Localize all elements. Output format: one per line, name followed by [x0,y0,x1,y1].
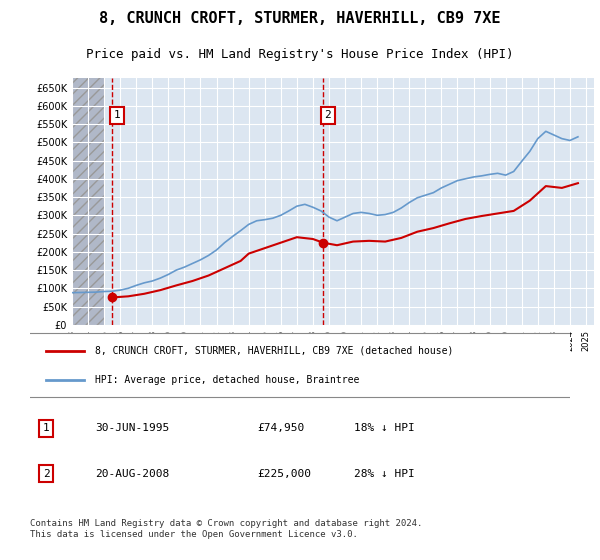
Text: 20-AUG-2008: 20-AUG-2008 [95,469,169,479]
Text: 8, CRUNCH CROFT, STURMER, HAVERHILL, CB9 7XE: 8, CRUNCH CROFT, STURMER, HAVERHILL, CB9… [99,11,501,26]
Text: 1: 1 [43,423,50,433]
Text: 18% ↓ HPI: 18% ↓ HPI [354,423,415,433]
Text: £225,000: £225,000 [257,469,311,479]
Text: Contains HM Land Registry data © Crown copyright and database right 2024.
This d: Contains HM Land Registry data © Crown c… [30,519,422,539]
Text: 8, CRUNCH CROFT, STURMER, HAVERHILL, CB9 7XE (detached house): 8, CRUNCH CROFT, STURMER, HAVERHILL, CB9… [95,346,453,356]
FancyBboxPatch shape [19,333,581,398]
Text: £74,950: £74,950 [257,423,304,433]
Text: HPI: Average price, detached house, Braintree: HPI: Average price, detached house, Brai… [95,375,359,385]
Bar [72,78,104,325]
Text: Price paid vs. HM Land Registry's House Price Index (HPI): Price paid vs. HM Land Registry's House … [86,48,514,61]
Text: 2: 2 [43,469,50,479]
Text: 1: 1 [113,110,121,120]
Text: 30-JUN-1995: 30-JUN-1995 [95,423,169,433]
Text: 2: 2 [325,110,331,120]
Text: 28% ↓ HPI: 28% ↓ HPI [354,469,415,479]
